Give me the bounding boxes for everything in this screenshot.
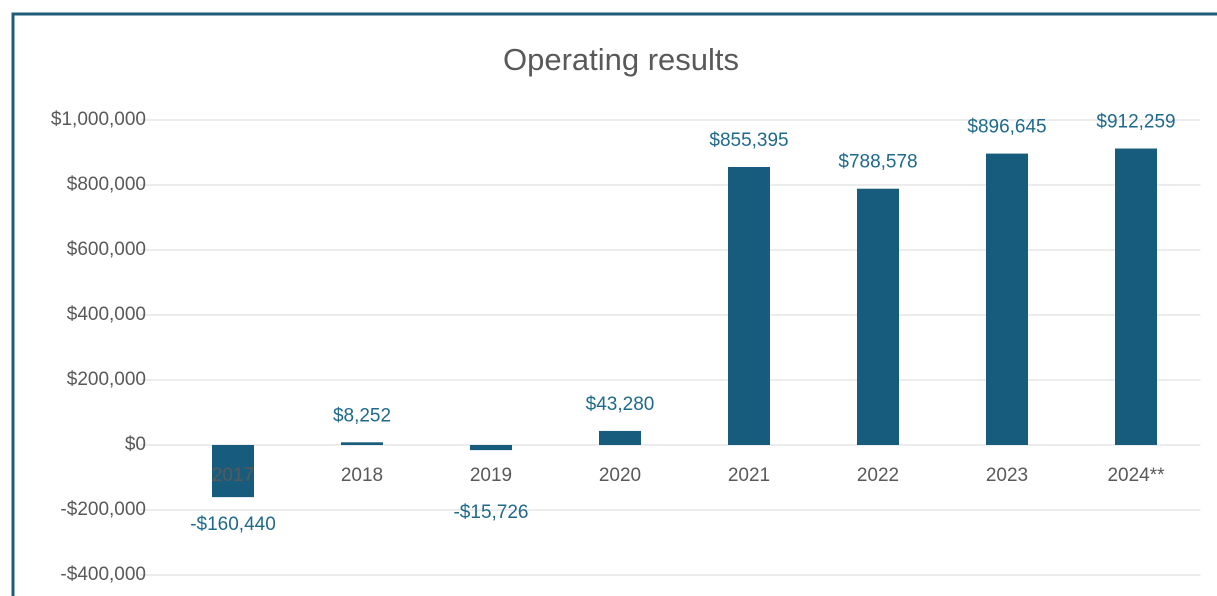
x-tick-label: 2022 — [857, 465, 899, 486]
x-tick-label: 2019 — [470, 465, 512, 486]
data-label: $43,280 — [586, 394, 655, 415]
chart-title: Operating results — [503, 42, 739, 77]
bar — [470, 445, 512, 451]
bar — [1115, 148, 1157, 446]
bar — [599, 430, 641, 445]
data-label: $788,578 — [838, 152, 917, 173]
x-tick-label: 2018 — [341, 465, 383, 486]
data-label: -$160,440 — [190, 514, 276, 535]
data-label: -$15,726 — [453, 502, 528, 523]
y-tick-label: $800,000 — [67, 174, 146, 195]
y-tick-label: $0 — [125, 434, 146, 455]
x-tick-label: 2023 — [986, 465, 1028, 486]
bar — [212, 445, 254, 498]
x-tick-label: 2021 — [728, 465, 770, 486]
data-label: $8,252 — [333, 405, 391, 426]
y-tick-label: $600,000 — [67, 239, 146, 260]
bar — [857, 188, 899, 445]
y-tick-label: $1,000,000 — [51, 109, 146, 130]
data-label: $855,395 — [709, 130, 788, 151]
y-tick-label: -$200,000 — [60, 499, 146, 520]
chart-border — [11, 12, 1217, 596]
y-tick-label: $400,000 — [67, 304, 146, 325]
x-tick-label: 2024** — [1107, 465, 1165, 486]
y-tick-label: -$400,000 — [60, 564, 146, 585]
data-label: $896,645 — [967, 117, 1046, 138]
data-label: $912,259 — [1096, 112, 1175, 133]
bar — [728, 166, 770, 445]
x-tick-label: 2017 — [212, 465, 254, 486]
bar — [341, 442, 383, 445]
y-tick-label: $200,000 — [67, 369, 146, 390]
bar — [986, 153, 1028, 445]
x-tick-label: 2020 — [599, 465, 641, 486]
